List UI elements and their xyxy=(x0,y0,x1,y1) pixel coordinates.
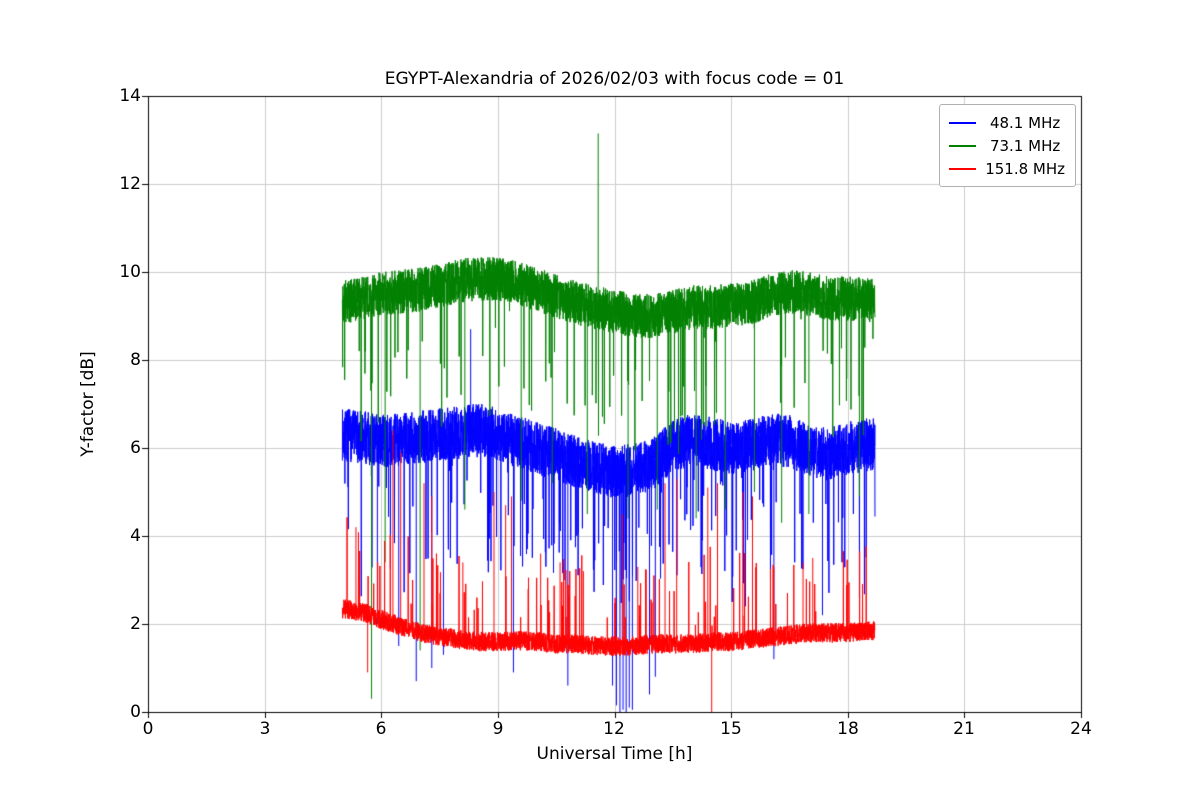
y-tick-label: 0 xyxy=(130,702,141,722)
legend-label: 73.1 MHz xyxy=(985,136,1061,155)
x-tick-label: 0 xyxy=(142,719,154,739)
x-tick-label: 15 xyxy=(720,719,742,739)
legend: 48.1 MHz 73.1 MHz 151.8 MHz xyxy=(939,104,1076,187)
x-tick-label: 18 xyxy=(837,719,859,739)
y-tick-label: 8 xyxy=(130,350,141,370)
y-tick-label: 10 xyxy=(119,262,141,282)
y-tick-label: 2 xyxy=(130,614,141,634)
y-tick-label: 4 xyxy=(130,526,141,546)
x-tick-label: 21 xyxy=(953,719,975,739)
legend-label: 151.8 MHz xyxy=(985,159,1065,178)
legend-line-151-8-mhz xyxy=(949,167,977,170)
y-tick-label: 14 xyxy=(119,86,141,106)
x-axis-label: Universal Time [h] xyxy=(536,744,693,764)
legend-entry: 48.1 MHz xyxy=(949,111,1065,134)
y-tick-label: 12 xyxy=(119,174,141,194)
x-tick-label: 12 xyxy=(603,719,625,739)
legend-label: 48.1 MHz xyxy=(985,113,1061,132)
legend-entry: 73.1 MHz xyxy=(949,134,1065,157)
legend-entry: 151.8 MHz xyxy=(949,157,1065,180)
y-tick-label: 6 xyxy=(130,438,141,458)
legend-line-48-1-mhz xyxy=(949,121,977,124)
x-tick-label: 9 xyxy=(492,719,504,739)
x-tick-label: 24 xyxy=(1070,719,1092,739)
x-tick-label: 3 xyxy=(259,719,271,739)
y-axis-label: Y-factor [dB] xyxy=(78,351,98,457)
legend-line-73-1-mhz xyxy=(949,144,977,147)
x-tick-label: 6 xyxy=(375,719,387,739)
chart-title: EGYPT-Alexandria of 2026/02/03 with focu… xyxy=(384,69,845,89)
